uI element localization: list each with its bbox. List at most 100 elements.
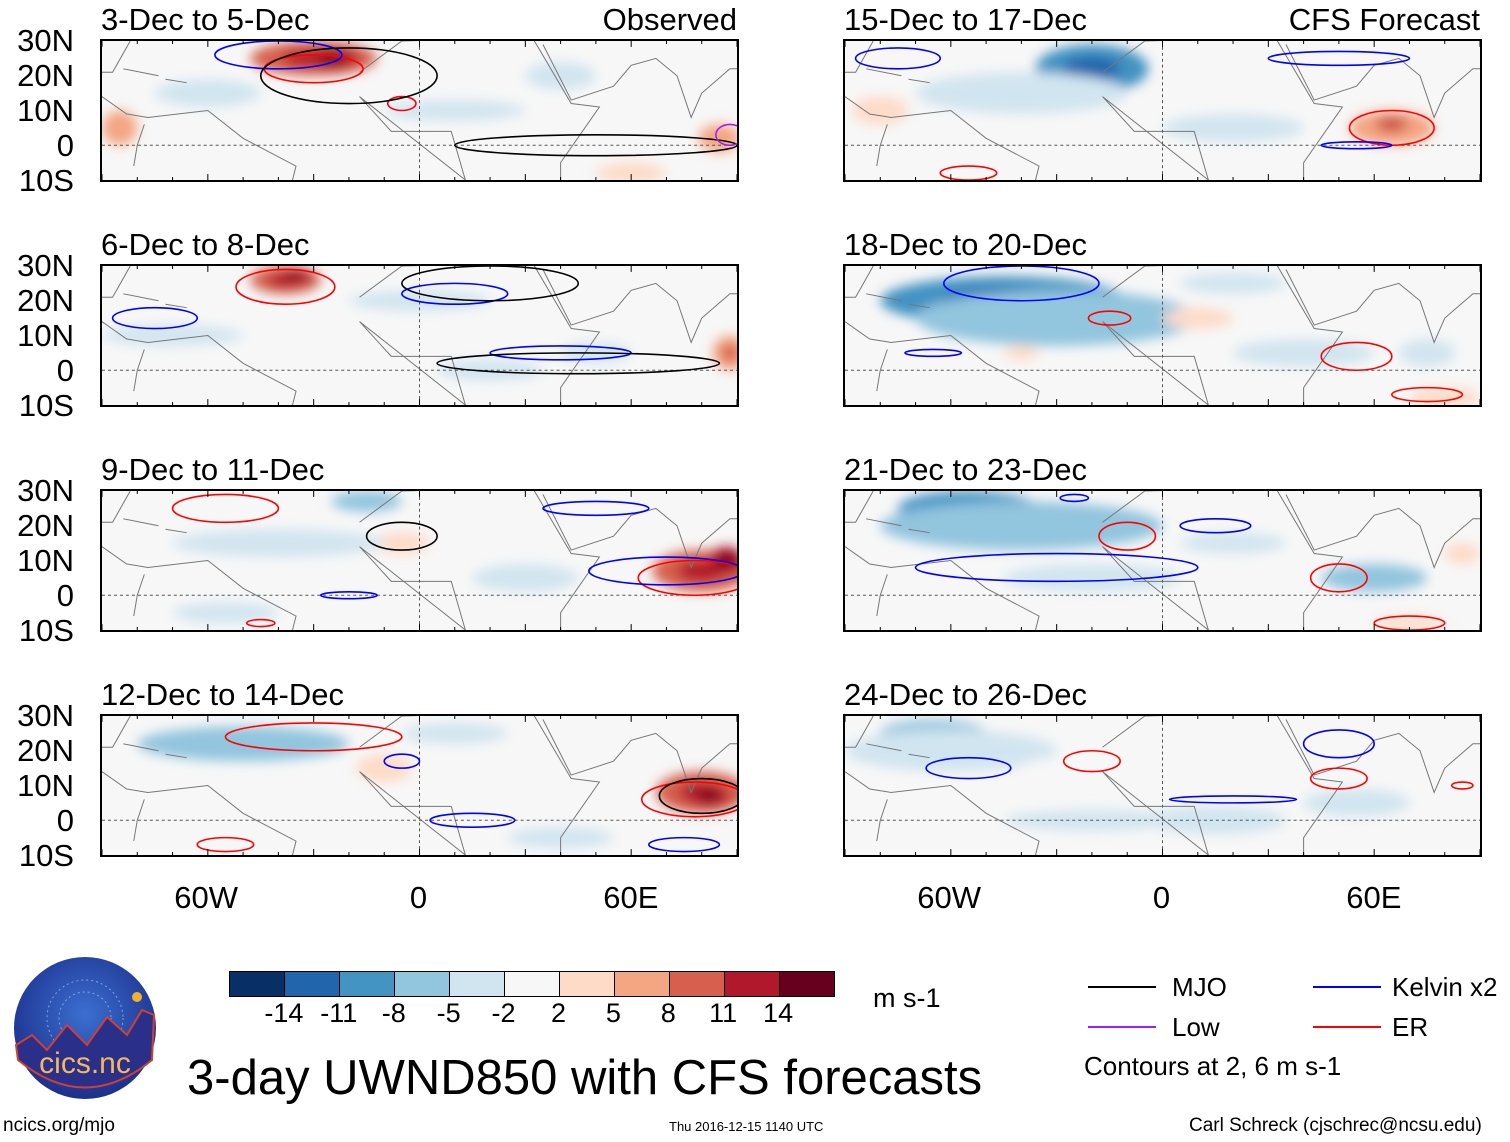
contour-kelvin [1267, 50, 1411, 67]
wind-anomaly [915, 72, 1128, 114]
contour-kelvin [914, 552, 1199, 583]
panel-title: 9-Dec to 11-Dec [101, 452, 325, 487]
colorbar-swatch [339, 972, 394, 996]
wind-anomaly [1233, 338, 1375, 367]
contour-er [1087, 310, 1132, 326]
wind-anomaly [348, 290, 491, 312]
lon-label: 60E [1346, 880, 1402, 915]
lat-label: 30N [17, 248, 74, 283]
colorbar-label: 5 [605, 998, 621, 1028]
coastline-africa [1102, 716, 1344, 855]
contour-er [1062, 749, 1121, 773]
panel-title: 15-Dec to 17-Dec [844, 2, 1087, 37]
coastline-arabia-india [542, 269, 737, 344]
panel-title: 24-Dec to 26-Dec [844, 677, 1087, 712]
colorbar-label: 11 [709, 998, 738, 1028]
contour-kelvin [925, 756, 1012, 780]
wind-anomaly [437, 359, 543, 381]
lat-label: 20N [17, 58, 74, 93]
colorbar-swatch [614, 972, 669, 996]
wind-anomaly [525, 61, 596, 90]
panel-title: 3-Dec to 5-Dec [101, 2, 310, 37]
panel-title: 12-Dec to 14-Dec [101, 677, 344, 712]
wind-anomaly-core [721, 344, 737, 362]
legend-low-line [1088, 1026, 1156, 1028]
coastline-arabia-india [542, 494, 737, 569]
contour-kelvin [1059, 493, 1090, 503]
coastline-africa [359, 716, 601, 855]
contour-kelvin [214, 41, 343, 70]
panel-label: Observed [602, 2, 737, 37]
contour-mjo [259, 47, 438, 105]
wind-anomaly [1321, 563, 1428, 592]
wind-anomaly [137, 726, 349, 762]
cics-logo: cics.nc [14, 957, 156, 1099]
wind-anomaly [356, 754, 413, 783]
colorbar-swatch [449, 972, 504, 996]
contour-kelvin [854, 47, 942, 70]
wind-anomaly [1374, 616, 1445, 630]
caribbean-islands [123, 68, 187, 84]
contour-er [1450, 781, 1474, 790]
contour-er [1391, 386, 1464, 403]
lat-label: 10N [17, 543, 74, 578]
colorbar-label: 8 [660, 998, 676, 1028]
coastline-arabia-india [542, 44, 737, 119]
colorbar [229, 971, 835, 997]
coastline-americas [102, 716, 297, 855]
contour-er [224, 722, 403, 752]
wind-anomaly [1180, 532, 1286, 554]
caribbean-islands [123, 293, 187, 309]
lon-label: 60W [174, 880, 239, 915]
wind-anomaly [880, 501, 1163, 551]
map-panel [100, 264, 739, 407]
wind-anomaly [102, 110, 138, 146]
contour-kelvin [1179, 518, 1252, 534]
caribbean-islands [866, 68, 930, 84]
contour-kelvin [943, 266, 1100, 302]
lat-label: 10N [17, 318, 74, 353]
colorbar-swatch [230, 972, 284, 996]
contour-kelvin [542, 500, 650, 517]
wind-anomaly [1409, 387, 1480, 405]
lon-label: 0 [1152, 880, 1171, 915]
contour-mjo [401, 266, 580, 302]
coastline-americas [845, 266, 1040, 405]
wind-anomaly-core [287, 272, 305, 280]
lat-label: 10S [18, 838, 74, 873]
legend-er-line [1313, 1026, 1381, 1028]
contour-kelvin [1168, 795, 1298, 804]
wind-anomaly [845, 729, 1057, 772]
contour-er [1309, 767, 1368, 790]
wind-anomaly [154, 79, 261, 108]
lat-label: 0 [56, 578, 74, 613]
coastline-arabia-india [1285, 44, 1480, 119]
wind-anomaly [1162, 113, 1304, 142]
figure-title: 3-day UWND850 with CFS forecasts [187, 1051, 983, 1105]
contour-kelvin [588, 556, 737, 586]
lat-label: 10S [18, 613, 74, 648]
coastline-arabia-india [542, 719, 737, 794]
contour-low [715, 123, 737, 147]
legend-kelvin-line [1313, 986, 1381, 988]
contour-er [637, 559, 737, 597]
legend-low-label: Low [1172, 1012, 1220, 1042]
lon-label: 60W [917, 880, 982, 915]
contour-er [196, 836, 255, 853]
contour-kelvin [904, 348, 963, 358]
wind-anomaly [1180, 272, 1286, 294]
legend-er-label: ER [1392, 1012, 1429, 1042]
contour-kelvin [401, 282, 509, 306]
panel-title: 6-Dec to 8-Dec [101, 227, 310, 262]
lat-label: 30N [17, 23, 74, 58]
source-url[interactable]: ncics.org/mjo [3, 1115, 115, 1136]
colorbar-label: -14 [264, 998, 304, 1028]
coastline-africa [1102, 266, 1344, 405]
contour-er [1320, 341, 1393, 372]
caribbean-islands [123, 518, 187, 534]
panel-title: 21-Dec to 23-Dec [844, 452, 1087, 487]
wind-anomaly [401, 722, 508, 744]
panel-label: CFS Forecast [1288, 2, 1480, 37]
colorbar-label: -8 [381, 998, 406, 1028]
wind-anomaly-core [1063, 56, 1121, 81]
